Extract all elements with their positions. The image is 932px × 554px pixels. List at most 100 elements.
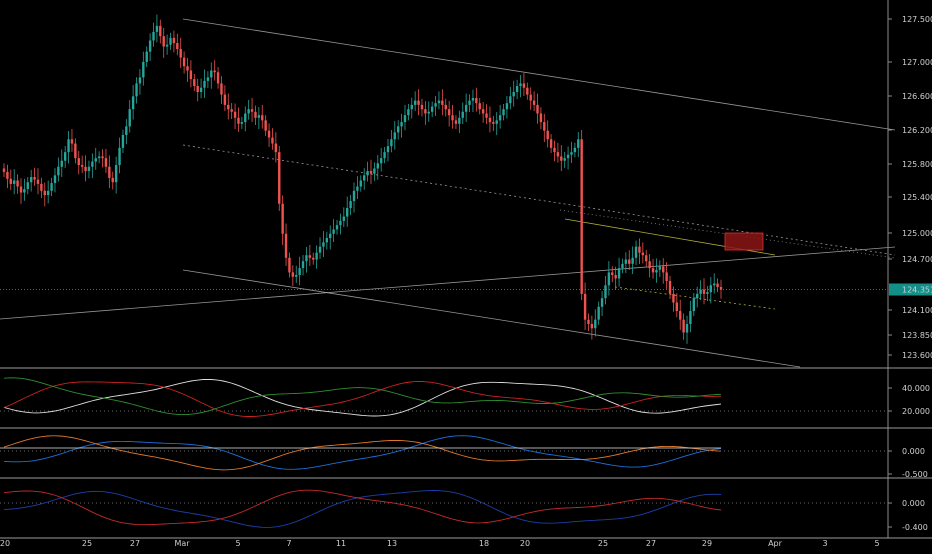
candle bbox=[60, 149, 63, 178]
candle bbox=[325, 231, 329, 250]
candle bbox=[621, 258, 624, 274]
candle bbox=[682, 313, 685, 340]
indicator-series bbox=[3, 490, 722, 528]
candle-body bbox=[481, 109, 485, 114]
y-tick-label: 125.800 bbox=[902, 160, 932, 169]
candle bbox=[464, 93, 468, 123]
candle-body bbox=[658, 266, 662, 270]
x-tick-label: 27 bbox=[130, 539, 140, 548]
candle-body bbox=[417, 100, 420, 105]
candle bbox=[447, 100, 451, 127]
candle-body bbox=[522, 83, 526, 88]
candle-body bbox=[549, 139, 553, 148]
candle bbox=[29, 169, 33, 192]
candle-body bbox=[114, 165, 118, 183]
candle-body bbox=[36, 179, 40, 184]
candle-body bbox=[349, 201, 352, 208]
candle bbox=[651, 258, 655, 279]
candle-body bbox=[193, 79, 196, 87]
candle bbox=[356, 176, 359, 200]
indicator-panels bbox=[0, 377, 888, 528]
candle-body bbox=[87, 166, 91, 172]
candle bbox=[318, 237, 322, 259]
candle bbox=[230, 103, 233, 119]
candle-body bbox=[679, 311, 682, 320]
candle bbox=[23, 178, 26, 201]
candle-body bbox=[573, 147, 577, 153]
candle-body bbox=[505, 103, 509, 110]
candle bbox=[189, 60, 193, 88]
candle bbox=[257, 106, 261, 130]
candle-body bbox=[43, 190, 46, 196]
candle-body bbox=[396, 126, 400, 133]
candle-body bbox=[257, 115, 261, 118]
candle-body bbox=[23, 189, 26, 193]
candle-body bbox=[512, 92, 515, 97]
candle bbox=[383, 146, 386, 164]
indicator-series bbox=[3, 381, 722, 417]
x-tick-label: 25 bbox=[82, 539, 92, 548]
candle bbox=[692, 293, 696, 317]
candle bbox=[36, 168, 40, 195]
candle bbox=[396, 120, 400, 140]
candle bbox=[155, 14, 159, 43]
trendlines[interactable] bbox=[0, 18, 896, 368]
candle-body bbox=[488, 117, 492, 123]
candle-body bbox=[393, 132, 396, 140]
candle-body bbox=[305, 255, 308, 262]
candle bbox=[573, 142, 577, 158]
candle bbox=[159, 19, 162, 44]
candle bbox=[668, 275, 672, 300]
candle bbox=[400, 113, 403, 138]
candle bbox=[142, 51, 145, 86]
candle-body bbox=[668, 280, 672, 294]
candle-body bbox=[254, 111, 257, 118]
candle bbox=[250, 97, 254, 123]
y-tick-label: 124.700 bbox=[902, 255, 932, 264]
candle-body bbox=[138, 77, 142, 84]
candle bbox=[611, 266, 614, 283]
candle-body bbox=[233, 111, 237, 118]
candle bbox=[373, 162, 376, 181]
candle-body bbox=[563, 158, 566, 161]
candle-body bbox=[206, 77, 210, 81]
candle-body bbox=[682, 319, 685, 333]
candle bbox=[362, 168, 366, 190]
candle bbox=[424, 100, 427, 125]
candle bbox=[305, 246, 308, 273]
candle bbox=[295, 265, 298, 283]
candle-body bbox=[587, 319, 590, 324]
candle-body bbox=[271, 137, 274, 144]
candle bbox=[475, 87, 478, 112]
candle-body bbox=[407, 109, 410, 116]
candle bbox=[706, 285, 709, 302]
candle-body bbox=[441, 100, 444, 105]
candle bbox=[638, 238, 641, 264]
resistance-zone[interactable] bbox=[724, 232, 764, 251]
candle-body bbox=[220, 83, 223, 95]
candle bbox=[264, 115, 267, 136]
candle bbox=[87, 160, 91, 179]
candle-body bbox=[70, 139, 74, 144]
candle bbox=[685, 315, 689, 344]
candle-body bbox=[672, 293, 675, 303]
candle bbox=[118, 137, 121, 174]
candle bbox=[244, 106, 247, 132]
x-tick-label: 7 bbox=[286, 539, 291, 548]
candle-body bbox=[362, 175, 366, 181]
candle-body bbox=[84, 166, 87, 172]
candle bbox=[454, 115, 458, 129]
candle bbox=[2, 163, 6, 178]
candle-body bbox=[199, 87, 203, 93]
candle bbox=[12, 169, 16, 195]
candle bbox=[488, 106, 492, 133]
candle-body bbox=[468, 100, 471, 105]
candle-body bbox=[284, 233, 288, 258]
y-tick-label: 20.000 bbox=[902, 407, 930, 416]
candle-body bbox=[604, 285, 607, 299]
candle-body bbox=[295, 274, 298, 277]
candle-body bbox=[403, 115, 407, 123]
candle-body bbox=[227, 104, 230, 110]
